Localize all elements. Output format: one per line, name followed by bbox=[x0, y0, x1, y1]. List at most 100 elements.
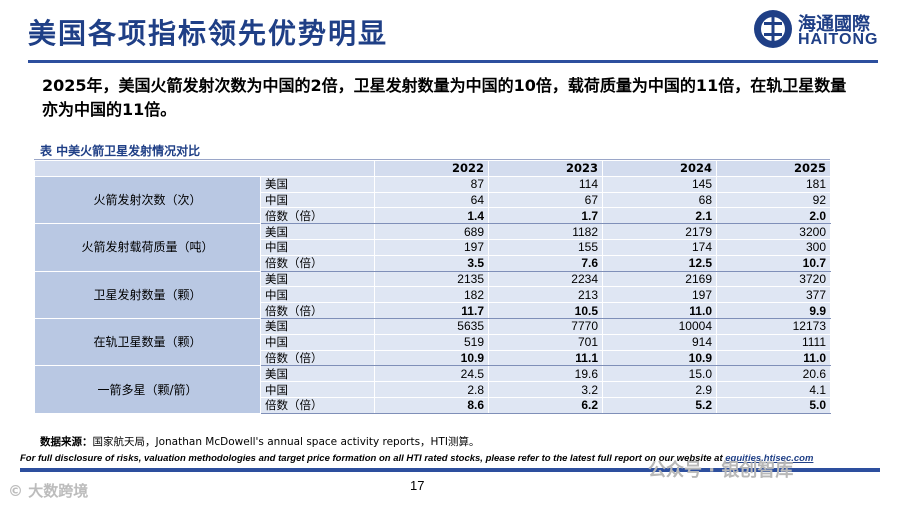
table-caption: 表 中美火箭卫星发射情况对比 bbox=[40, 144, 201, 158]
source-label: 数据来源： bbox=[40, 436, 93, 448]
value-cell: 2169 bbox=[602, 270, 717, 288]
table-row: 倍数（倍） 10.9 11.1 10.9 11.0 bbox=[35, 349, 831, 367]
value-cell: 10.5 bbox=[488, 302, 603, 319]
value-cell: 2234 bbox=[488, 270, 603, 288]
table-row: 中国 64 67 68 92 bbox=[35, 191, 831, 209]
value-cell: 2.8 bbox=[374, 381, 489, 398]
value-cell: 10.9 bbox=[602, 349, 717, 367]
value-cell: 3.2 bbox=[488, 381, 603, 398]
value-cell: 300 bbox=[716, 238, 831, 256]
year-header: 2024 bbox=[602, 160, 717, 177]
table-row: 火箭发射次数（次） 美国 87 114 145 181 bbox=[34, 175, 831, 225]
row-label-cell: 倍数（倍） bbox=[260, 349, 375, 367]
value-cell: 197 bbox=[374, 238, 489, 256]
launch-comparison-table: 2022 2023 2024 2025 火箭发射次数（次） 美国 87 114 145 1… bbox=[34, 160, 831, 414]
value-cell: 12.5 bbox=[602, 254, 717, 272]
value-cell: 1.7 bbox=[488, 207, 603, 225]
value-cell: 9.9 bbox=[716, 302, 831, 319]
year-header: 2023 bbox=[488, 160, 603, 177]
value-cell: 11.7 bbox=[374, 302, 489, 319]
table-row: 倍数（倍） 11.7 10.5 11.0 9.9 bbox=[35, 302, 831, 319]
row-label-cell: 美国 bbox=[260, 317, 375, 335]
value-cell: 213 bbox=[488, 286, 603, 304]
value-cell: 1111 bbox=[716, 333, 831, 351]
table-row: 倍数（倍） 8.6 6.2 5.2 5.0 bbox=[35, 396, 831, 414]
website-link[interactable]: equities.htisec.com bbox=[725, 453, 814, 464]
table-row: 在轨卫星数量（颗） 美国 5635 7770 10004 12173 bbox=[34, 317, 831, 367]
watermark-left: © 大数跨境 bbox=[8, 482, 89, 500]
value-cell: 914 bbox=[602, 333, 717, 351]
row-label-cell: 倍数（倍） bbox=[260, 302, 375, 319]
value-cell: 87 bbox=[374, 175, 489, 193]
value-cell: 10004 bbox=[602, 317, 717, 335]
page-title: 美国各项指标领先优势明显 bbox=[28, 17, 389, 50]
value-cell: 19.6 bbox=[488, 365, 603, 383]
value-cell: 114 bbox=[488, 175, 603, 193]
table-row: 卫星发射数量（颗） 美国 2135 2234 2169 3720 bbox=[34, 270, 831, 319]
value-cell: 11.0 bbox=[716, 349, 831, 367]
row-label-cell: 美国 bbox=[260, 365, 375, 383]
disclaimer-text: For full disclosure of risks, valuation … bbox=[20, 453, 726, 464]
table-row: 一箭多星（颗/箭） 美国 24.5 19.6 15.0 20.6 bbox=[34, 365, 831, 414]
value-cell: 11.1 bbox=[488, 349, 603, 367]
value-cell: 197 bbox=[602, 286, 717, 304]
value-cell: 8.6 bbox=[374, 396, 489, 414]
value-cell: 15.0 bbox=[602, 365, 717, 383]
page-number: 17 bbox=[410, 478, 425, 493]
value-cell: 155 bbox=[488, 238, 603, 256]
value-cell: 1182 bbox=[488, 223, 603, 240]
row-label-cell: 中国 bbox=[260, 191, 375, 209]
caption-divider bbox=[34, 159, 830, 160]
value-cell: 20.6 bbox=[716, 365, 831, 383]
header-blank-cell bbox=[34, 160, 375, 177]
metric-category-cell: 卫星发射数量（颗） bbox=[34, 270, 261, 319]
value-cell: 7.6 bbox=[488, 254, 603, 272]
row-label-cell: 美国 bbox=[260, 270, 375, 288]
row-label-cell: 中国 bbox=[260, 238, 375, 256]
value-cell: 2.1 bbox=[602, 207, 717, 225]
value-cell: 182 bbox=[374, 286, 489, 304]
value-cell: 519 bbox=[374, 333, 489, 351]
value-cell: 11.0 bbox=[602, 302, 717, 319]
row-label-cell: 美国 bbox=[260, 175, 375, 193]
value-cell: 7770 bbox=[488, 317, 603, 335]
value-cell: 174 bbox=[602, 238, 717, 256]
logo-english-name: HAITONG bbox=[798, 31, 879, 48]
value-cell: 701 bbox=[488, 333, 603, 351]
value-cell: 12173 bbox=[716, 317, 831, 335]
footer-divider bbox=[20, 468, 880, 472]
value-cell: 2179 bbox=[602, 223, 717, 240]
value-cell: 10.9 bbox=[374, 349, 489, 367]
value-cell: 92 bbox=[716, 191, 831, 209]
value-cell: 5.0 bbox=[716, 396, 831, 414]
row-label-cell: 倍数（倍） bbox=[260, 396, 375, 414]
haitong-logo: 海通國際 HAITONG bbox=[752, 8, 892, 52]
logo-chinese-name: 海通國際 bbox=[798, 14, 870, 35]
value-cell: 377 bbox=[716, 286, 831, 304]
year-header: 2025 bbox=[716, 160, 831, 177]
value-cell: 10.7 bbox=[716, 254, 831, 272]
row-label-cell: 中国 bbox=[260, 381, 375, 398]
metric-category-cell: 火箭发射载荷质量（吨） bbox=[34, 223, 261, 272]
disclaimer: For full disclosure of risks, valuation … bbox=[20, 453, 890, 464]
row-label-cell: 美国 bbox=[260, 223, 375, 240]
value-cell: 145 bbox=[602, 175, 717, 193]
value-cell: 3720 bbox=[716, 270, 831, 288]
row-label-cell: 中国 bbox=[260, 333, 375, 351]
value-cell: 1.4 bbox=[374, 207, 489, 225]
value-cell: 24.5 bbox=[374, 365, 489, 383]
table-row: 倍数（倍） 1.4 1.7 2.1 2.0 bbox=[35, 207, 831, 225]
watermark-right: 公众号 · 银创智库 bbox=[648, 460, 794, 481]
table-row: 火箭发射载荷质量（吨） 美国 689 1182 2179 3200 bbox=[34, 223, 831, 272]
year-header: 2022 bbox=[374, 160, 489, 177]
data-source: 数据来源：国家航天局，Jonathan McDowell's annual sp… bbox=[40, 434, 479, 449]
row-label-cell: 中国 bbox=[260, 286, 375, 304]
metric-category-cell: 火箭发射次数（次） bbox=[34, 175, 261, 225]
value-cell: 3.5 bbox=[374, 254, 489, 272]
value-cell: 5635 bbox=[374, 317, 489, 335]
metric-category-cell: 一箭多星（颗/箭） bbox=[34, 365, 261, 414]
value-cell: 67 bbox=[488, 191, 603, 209]
table-row: 中国 197 155 174 300 bbox=[35, 238, 831, 256]
table-row: 倍数（倍） 3.5 7.6 12.5 10.7 bbox=[35, 254, 831, 272]
value-cell: 64 bbox=[374, 191, 489, 209]
